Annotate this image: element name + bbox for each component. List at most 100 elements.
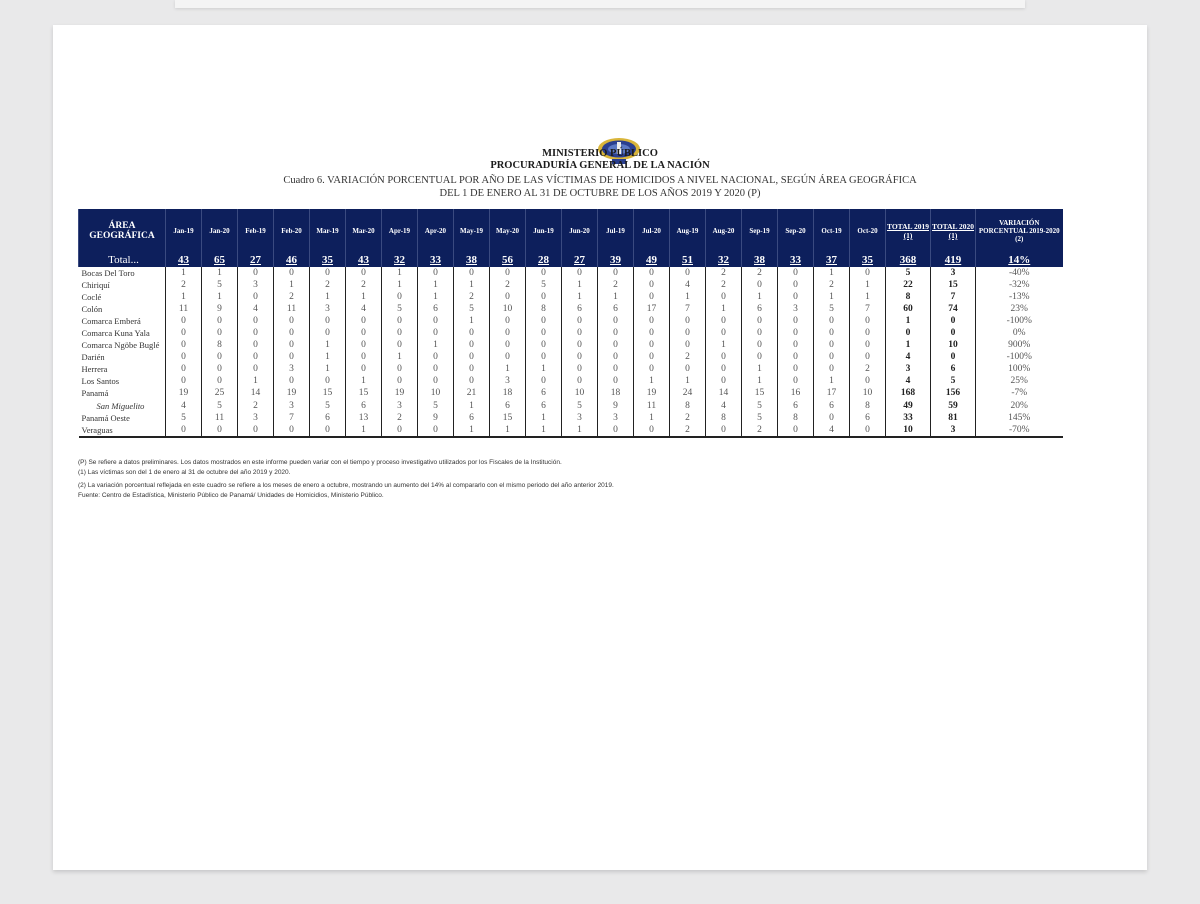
month-value: 56 [489,253,526,267]
area-name: Comarca Emberá [81,315,141,326]
month-value: 0 [561,327,598,340]
month-value: 32 [381,253,418,267]
month-value: 0 [849,327,886,340]
month-value: 51 [669,253,706,267]
month-value: 2 [741,424,778,439]
total-2020-value: 0 [930,327,976,340]
month-value: 0 [561,267,598,280]
month-value: 0 [381,339,418,352]
footnote: (1) Las víctimas son del 1 de enero al 3… [78,469,291,476]
total-2019-value: 60 [885,303,931,316]
month-value: 39 [597,253,634,267]
month-value: 0 [165,315,202,328]
month-value: 0 [201,315,238,328]
month-value: 2 [237,400,274,413]
month-value: 3 [237,412,274,425]
month-value: 3 [597,412,634,425]
month-header: Jul-20 [633,209,670,253]
month-value: 19 [633,387,670,401]
table-row: Comarca Emberá 0 0 0 0 0 0 0 0 1 0 0 0 0 0 0 0 0 0 0 0 1 0 -100… [79,315,1063,328]
total-2019-value: 3 [885,363,931,376]
month-header: May-19 [453,209,490,253]
month-value: 0 [633,327,670,340]
area-name: Los Santos [81,376,120,387]
month-header: Jan-20 [201,209,238,253]
month-value: 0 [633,424,670,439]
month-header-label: Sep-19 [749,227,770,235]
month-value: 11 [633,400,670,413]
month-value: 0 [417,315,454,328]
month-value: 0 [633,267,670,280]
month-header-label: May-20 [496,227,519,235]
month-value: 46 [273,253,310,267]
month-value: 5 [201,400,238,413]
month-value: 0 [309,424,346,439]
total-row: Total... 43 65 27 46 35 43 32 33 38 56 28 27 39 49 51 32… [78,253,1063,267]
variation-value: 25% [975,375,1063,388]
total-2020-value: 156 [930,387,976,401]
month-header-label: May-19 [460,227,483,235]
month-value: 18 [489,387,526,401]
area-name: Bocas Del Toro [81,267,135,278]
total-2020-header: TOTAL 2020 (1) [930,209,976,253]
month-header: Jun-19 [525,209,562,253]
area-name: San Miguelito [96,400,145,411]
variation-value: 145% [975,412,1063,425]
area-name: Chiriquí [81,279,110,290]
month-value: 19 [165,387,202,401]
month-value: 0 [489,267,526,280]
month-header-label: Feb-20 [281,227,302,235]
footnote: Fuente: Centro de Estadística, Ministeri… [78,492,384,499]
total-2020-value: 3 [930,267,976,280]
month-header: Apr-20 [417,209,454,253]
month-value: 0 [489,327,526,340]
total-2019-value: 168 [885,387,931,401]
month-header: Mar-20 [345,209,382,253]
month-value: 0 [669,315,706,328]
month-value: 0 [237,424,274,439]
month-header-label: Oct-19 [821,227,842,235]
month-value: 5 [525,279,562,292]
month-value: 0 [705,315,742,328]
table-row: Panamá Oeste 5 11 3 7 6 13 2 9 6 15 1 3 3 1 2 8 5 8 0 6 33 81 1… [79,412,1063,425]
month-header: Feb-20 [273,209,310,253]
month-value: 0 [489,315,526,328]
month-value: 0 [345,351,382,364]
month-value: 0 [849,375,886,388]
month-header-label: Aug-19 [676,227,699,235]
month-value: 6 [309,412,346,425]
month-value: 0 [201,375,238,388]
month-value: 1 [165,291,202,304]
month-value: 4 [237,303,274,316]
area-name: Panamá [81,388,109,399]
month-value: 1 [525,363,562,376]
month-value: 1 [597,291,634,304]
month-value: 33 [417,253,454,267]
month-value: 3 [273,400,310,413]
top-bar [175,0,1025,8]
month-value: 0 [849,351,886,364]
month-value: 2 [453,291,490,304]
month-value: 0 [525,339,562,352]
month-value: 8 [849,400,886,413]
month-value: 1 [813,375,850,388]
month-value: 0 [777,363,814,376]
month-value: 0 [777,351,814,364]
month-value: 0 [237,351,274,364]
month-value: 15 [489,412,526,425]
month-header-label: Jan-20 [209,227,230,235]
month-value: 5 [381,303,418,316]
table-subtitle: DEL 1 DE ENERO AL 31 DE OCTUBRE DE LOS A… [439,188,761,199]
month-value: 1 [309,363,346,376]
month-value: 5 [561,400,598,413]
month-value: 0 [201,327,238,340]
month-header-label: Mar-19 [316,227,339,235]
month-value: 0 [237,363,274,376]
month-value: 33 [777,253,814,267]
variation-value: 100% [975,363,1063,376]
month-value: 5 [309,400,346,413]
month-value: 0 [777,291,814,304]
area-name: Colón [81,303,103,314]
month-value: 0 [237,315,274,328]
month-value: 7 [273,412,310,425]
